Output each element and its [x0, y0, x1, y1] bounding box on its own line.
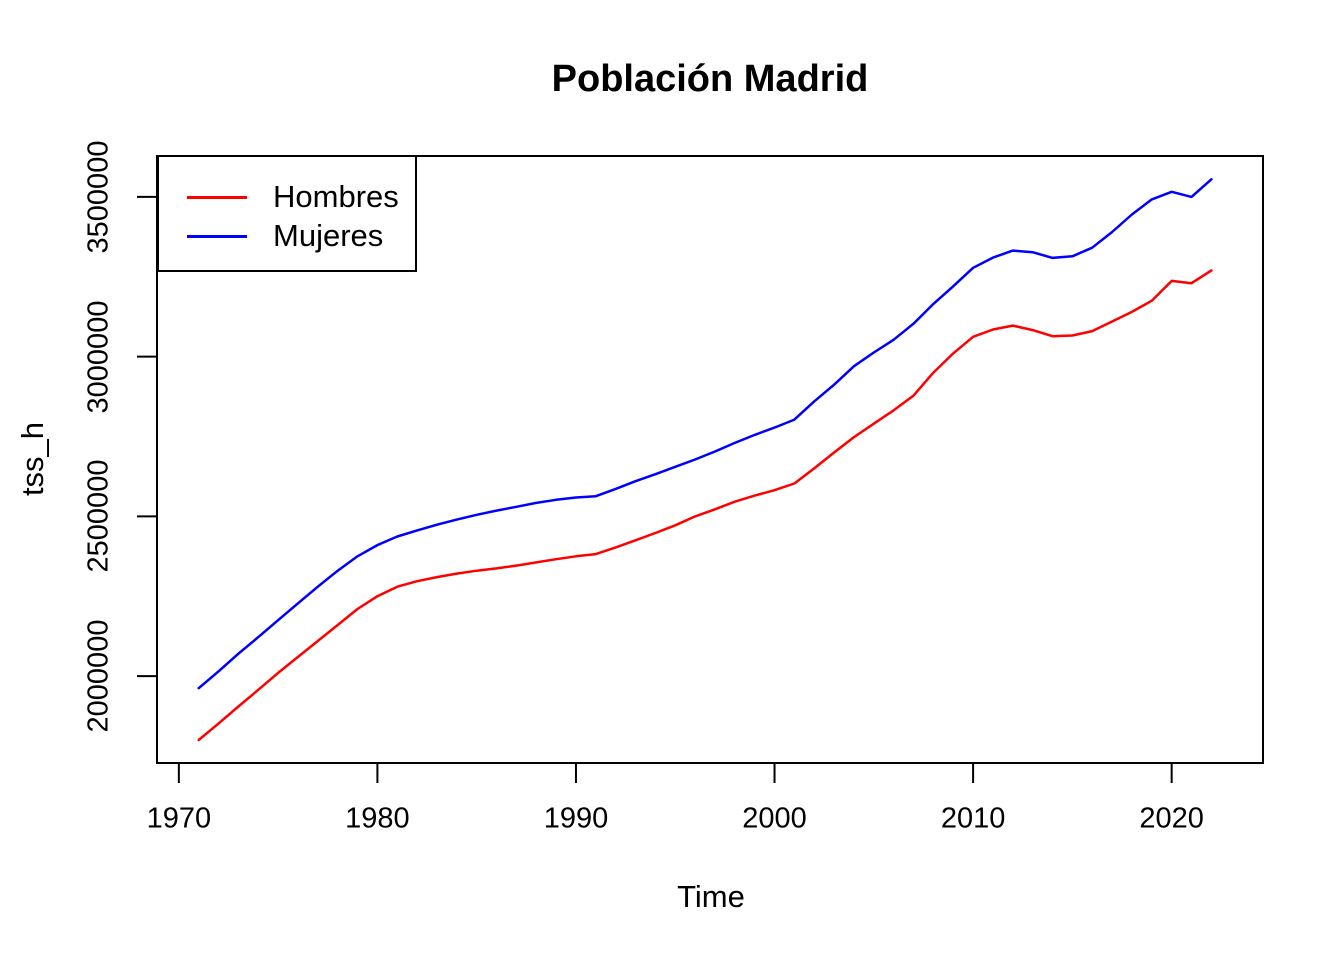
- legend-entry-mujeres: Mujeres: [159, 217, 415, 255]
- y-tick-label: 2000000: [82, 619, 115, 733]
- y-tick-label: 3500000: [82, 140, 115, 254]
- hombres-line-swatch: [187, 196, 247, 199]
- series-line-hombres: [197, 269, 1213, 742]
- y-tick-label: 3000000: [82, 300, 115, 414]
- plot-box: [156, 155, 1264, 764]
- x-tick-label: 2000: [742, 802, 807, 835]
- legend-label-hombres: Hombres: [273, 179, 399, 214]
- x-axis-label: Time: [677, 879, 745, 914]
- x-tick-label: 2020: [1139, 802, 1204, 835]
- x-tick-label: 1970: [146, 802, 212, 835]
- y-tick-label: 2500000: [82, 459, 115, 573]
- series-line-mujeres: [197, 178, 1213, 690]
- mujeres-line-swatch: [187, 235, 247, 238]
- x-tick-label: 1990: [543, 802, 609, 835]
- x-tick-label: 1980: [345, 802, 410, 835]
- legend: Hombres Mujeres: [157, 155, 417, 272]
- chart-title: Población Madrid: [551, 58, 869, 100]
- y-axis-label: tss_h: [15, 421, 50, 497]
- legend-label-mujeres: Mujeres: [273, 218, 384, 253]
- x-tick-label: 2010: [940, 802, 1006, 835]
- legend-entry-hombres: Hombres: [159, 178, 415, 216]
